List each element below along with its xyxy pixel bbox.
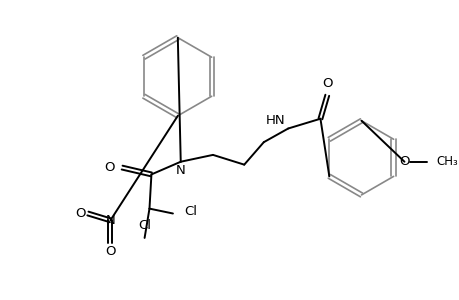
Text: O: O [75,207,85,220]
Text: O: O [398,155,409,168]
Text: O: O [104,161,114,174]
Text: HN: HN [265,114,285,127]
Text: Cl: Cl [138,219,151,232]
Text: Cl: Cl [184,205,197,218]
Text: CH₃: CH₃ [436,155,458,168]
Text: O: O [321,77,332,90]
Text: N: N [175,164,185,177]
Text: O: O [105,245,115,258]
Text: N: N [105,214,115,227]
